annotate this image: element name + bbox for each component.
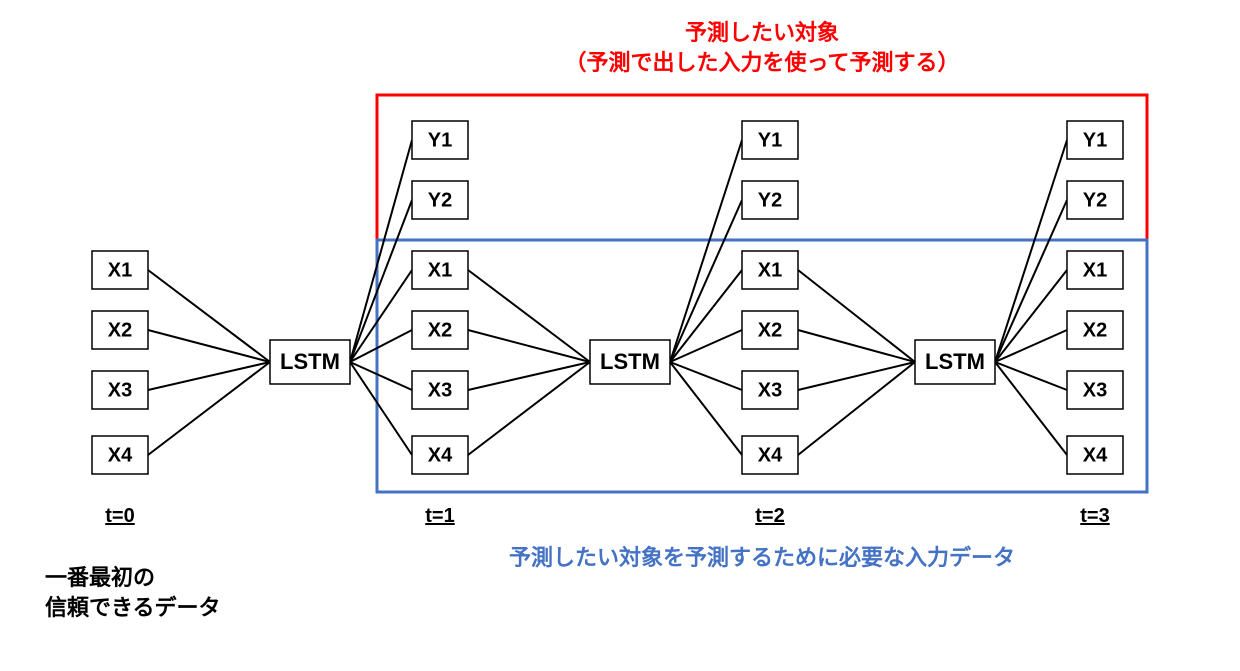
edge-lstm0-t1-0 <box>350 140 412 362</box>
edge-t2-x1-lstm2 <box>798 270 915 362</box>
t0-x3-label: X3 <box>108 379 132 401</box>
t2-x2-label: X2 <box>758 319 782 341</box>
lstm-1-label: LSTM <box>600 349 660 374</box>
edge-lstm2-t3-1 <box>995 200 1067 362</box>
edge-lstm0-t1-2 <box>350 270 412 362</box>
edge-lstm1-t2-0 <box>670 140 742 362</box>
lstm-unrolled-diagram: X1 X2 X3 X4 LSTM LSTM LSTM Y1 Y2 X1 X2 X3 X4 Y1 Y2 X1 X2… <box>0 0 1240 671</box>
edge-lstm2-t3-2 <box>995 270 1067 362</box>
time-label-t3: t=3 <box>1080 505 1109 527</box>
t3-y2-label: Y2 <box>1083 189 1107 211</box>
edge-t1-x1-lstm1 <box>468 270 590 362</box>
t3-x2-label: X2 <box>1083 319 1107 341</box>
t1-y1-label: Y1 <box>428 129 452 151</box>
t3-x3-label: X3 <box>1083 379 1107 401</box>
edge-t0-x1-lstm0 <box>148 270 270 362</box>
t0-x1-label: X1 <box>108 259 132 281</box>
t1-y2-label: Y2 <box>428 189 452 211</box>
t3-y1-label: Y1 <box>1083 129 1107 151</box>
t1-x1-label: X1 <box>428 259 452 281</box>
annotation-black-1: 一番最初の <box>45 565 155 590</box>
t1-x2-label: X2 <box>428 319 452 341</box>
edge-t0-x2-lstm0 <box>148 330 270 362</box>
edge-t1-x2-lstm1 <box>468 330 590 362</box>
time-label-t0: t=0 <box>105 505 134 527</box>
annotation-black-2: 信頼できるデータ <box>45 595 221 620</box>
edge-t2-x2-lstm2 <box>798 330 915 362</box>
t2-y2-label: Y2 <box>758 189 782 211</box>
edge-lstm2-t3-0 <box>995 140 1067 362</box>
edge-lstm1-t2-2 <box>670 270 742 362</box>
t2-x3-label: X3 <box>758 379 782 401</box>
t0-x2-label: X2 <box>108 319 132 341</box>
t2-x1-label: X1 <box>758 259 782 281</box>
t0-x4-label: X4 <box>108 444 133 466</box>
t3-x4-label: X4 <box>1083 444 1108 466</box>
edge-lstm1-t2-3 <box>670 330 742 362</box>
edge-lstm1-t2-1 <box>670 200 742 362</box>
annotation-red-2: （予測で出した入力を使って予測する） <box>565 50 960 75</box>
t1-x4-label: X4 <box>428 444 453 466</box>
t1-x3-label: X3 <box>428 379 452 401</box>
annotation-blue: 予測したい対象を予測するために必要な入力データ <box>509 545 1015 570</box>
time-label-t1: t=1 <box>425 505 454 527</box>
edge-lstm0-t1-3 <box>350 330 412 362</box>
t2-y1-label: Y1 <box>758 129 782 151</box>
edge-lstm2-t3-3 <box>995 330 1067 362</box>
t3-x1-label: X1 <box>1083 259 1107 281</box>
time-label-t2: t=2 <box>755 505 784 527</box>
t2-x4-label: X4 <box>758 444 783 466</box>
lstm-0-label: LSTM <box>280 349 340 374</box>
lstm-2-label: LSTM <box>925 349 985 374</box>
edge-lstm0-t1-1 <box>350 200 412 362</box>
annotation-red-1: 予測したい対象 <box>685 20 839 45</box>
